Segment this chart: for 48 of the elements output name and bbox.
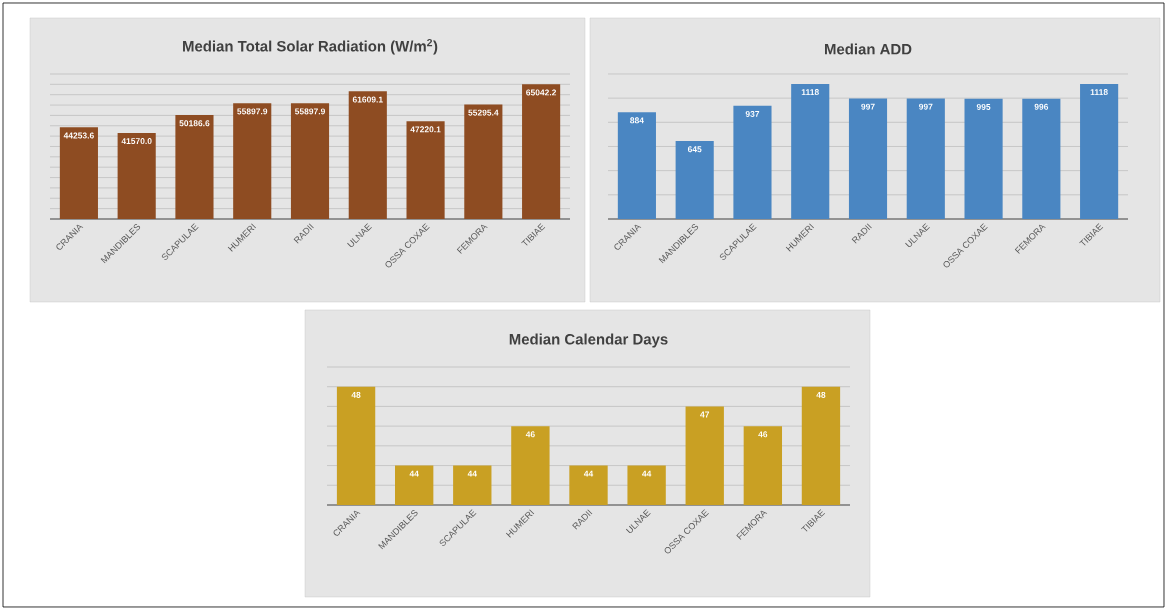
bar xyxy=(464,104,503,219)
chart-title: Median ADD xyxy=(825,43,912,55)
data-label: 997 xyxy=(861,103,875,110)
bar xyxy=(290,103,330,219)
data-label: 47 xyxy=(700,411,710,418)
data-label: 44 xyxy=(467,470,477,477)
data-label: 645 xyxy=(687,146,702,153)
bar xyxy=(791,83,830,219)
chart-title: Median Calendar Days xyxy=(509,333,668,348)
data-label: 48 xyxy=(816,391,826,398)
data-label: 61609.1 xyxy=(352,96,383,103)
bar xyxy=(733,105,772,219)
bar xyxy=(233,103,272,219)
chart-title: Median Total Solar Radiation (W/m$^{2}$) xyxy=(183,38,438,55)
data-label: 44 xyxy=(409,470,419,477)
bar xyxy=(906,98,945,219)
data-label: 884 xyxy=(630,117,644,124)
bar xyxy=(964,98,1003,219)
data-label: 996 xyxy=(1034,103,1049,110)
data-label: 995 xyxy=(976,103,991,110)
data-label: 48 xyxy=(351,391,361,398)
data-label: 997 xyxy=(919,103,933,110)
data-label: 65042.2 xyxy=(526,89,557,96)
bar xyxy=(848,98,888,219)
data-label: 44 xyxy=(642,470,652,477)
data-label: 55295.4 xyxy=(468,109,499,116)
bar xyxy=(1080,83,1119,219)
data-label: 46 xyxy=(525,431,535,438)
data-label: 55897.9 xyxy=(294,108,325,115)
data-label: 46 xyxy=(758,431,768,438)
data-label: 55897.9 xyxy=(237,108,268,115)
data-label: 1118 xyxy=(801,89,819,96)
bar xyxy=(348,91,387,219)
bar xyxy=(406,121,445,219)
data-label: 1118 xyxy=(1090,89,1108,96)
data-label: 44253.6 xyxy=(63,132,94,139)
bar xyxy=(522,84,561,219)
data-label: 41570.0 xyxy=(121,138,152,145)
bar xyxy=(117,132,156,219)
data-label: 937 xyxy=(745,110,760,117)
bar xyxy=(617,112,656,219)
data-label: 50186.6 xyxy=(179,120,210,127)
bar xyxy=(1022,98,1061,219)
bar xyxy=(675,141,714,219)
bar xyxy=(59,127,98,219)
bar xyxy=(175,115,214,219)
data-label: 47220.1 xyxy=(410,126,441,133)
data-label: 44 xyxy=(583,470,594,477)
